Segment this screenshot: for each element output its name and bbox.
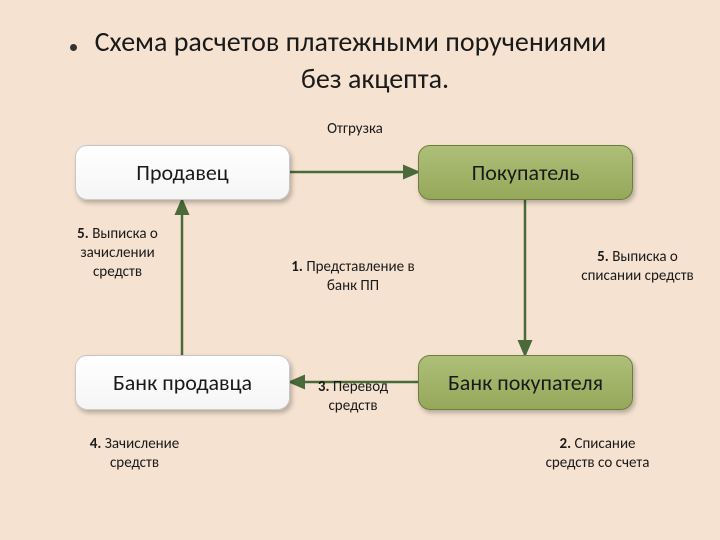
node-seller: Продавец [75,145,290,200]
label-step3: 3. Перевод средств [298,378,408,416]
label-step3-text: Перевод средств [328,378,388,415]
node-buyer: Покупатель [418,145,633,200]
label-step4-text: Зачисление средств [105,435,179,472]
label-step3-num: 3. [318,378,330,396]
label-step4-num: 4. [90,435,102,453]
label-step1-text: Представление в банк ПП [306,258,414,295]
label-step5-left-text: Выписка о зачислении средств [80,225,158,281]
label-step5-right: 5. Выписка о списании средств [580,248,695,286]
node-buyer-label: Покупатель [472,159,580,186]
label-step4: 4. Зачисление средств [72,435,197,473]
label-step5-right-num: 5. [597,248,609,266]
label-step2-num: 2. [559,435,571,453]
label-step1-num: 1. [291,258,303,276]
label-step1: 1. Представление в банк ПП [278,258,428,296]
node-buyer-bank-label: Банк покупателя [448,369,603,396]
node-seller-bank: Банк продавца [75,355,290,410]
label-shipment-text: Отгрузка [327,120,383,138]
diagram-canvas: Продавец Покупатель Банк продавца Банк п… [0,0,720,540]
node-buyer-bank: Банк покупателя [418,355,633,410]
node-seller-bank-label: Банк продавца [113,369,252,396]
label-step2: 2. Списание средств со счета [535,435,660,473]
label-step5-left: 5. Выписка о зачислении средств [55,225,180,281]
label-shipment: Отгрузка [300,120,410,139]
node-seller-label: Продавец [136,159,228,186]
label-step5-left-num: 5. [77,225,89,243]
